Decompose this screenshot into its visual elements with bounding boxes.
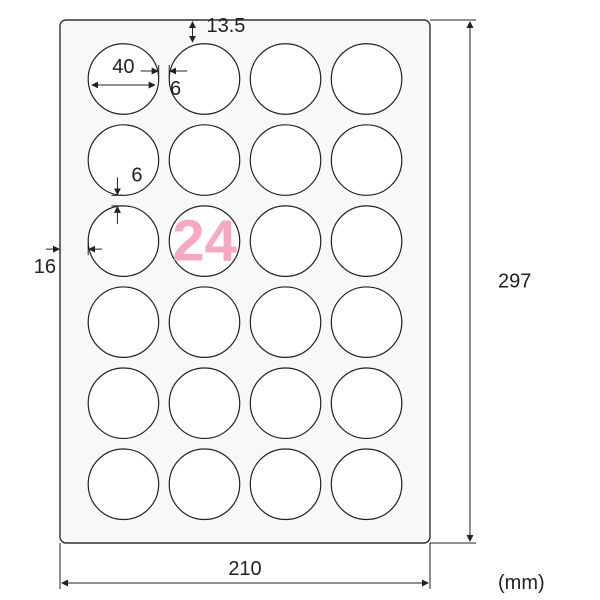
label-circle (331, 287, 401, 357)
label-circle (331, 206, 401, 276)
label-col-gap: 6 (170, 78, 181, 100)
label-width: 210 (228, 558, 261, 580)
label-circle (88, 44, 158, 114)
label-circle (250, 44, 320, 114)
label-circle (250, 206, 320, 276)
label-circle (169, 125, 239, 195)
label-height: 297 (498, 271, 531, 293)
label-circle (88, 368, 158, 438)
label-circle (169, 368, 239, 438)
label-circle (250, 368, 320, 438)
label-margin-left: 16 (34, 256, 56, 278)
label-circle (169, 449, 239, 519)
label-circle (88, 287, 158, 357)
label-margin-top: 13.5 (206, 15, 245, 37)
label-circle (331, 449, 401, 519)
label-circle (250, 287, 320, 357)
label-diameter: 40 (112, 56, 134, 78)
label-circle (169, 287, 239, 357)
label-circle (250, 449, 320, 519)
label-unit: (mm) (498, 572, 545, 594)
label-row-gap: 6 (131, 164, 142, 186)
label-circle (331, 44, 401, 114)
label-circle (331, 125, 401, 195)
label-circle (88, 125, 158, 195)
label-circle (88, 449, 158, 519)
label-circle (331, 368, 401, 438)
label-count: 24 (172, 209, 237, 274)
label-circle (250, 125, 320, 195)
label-circle (88, 206, 158, 276)
